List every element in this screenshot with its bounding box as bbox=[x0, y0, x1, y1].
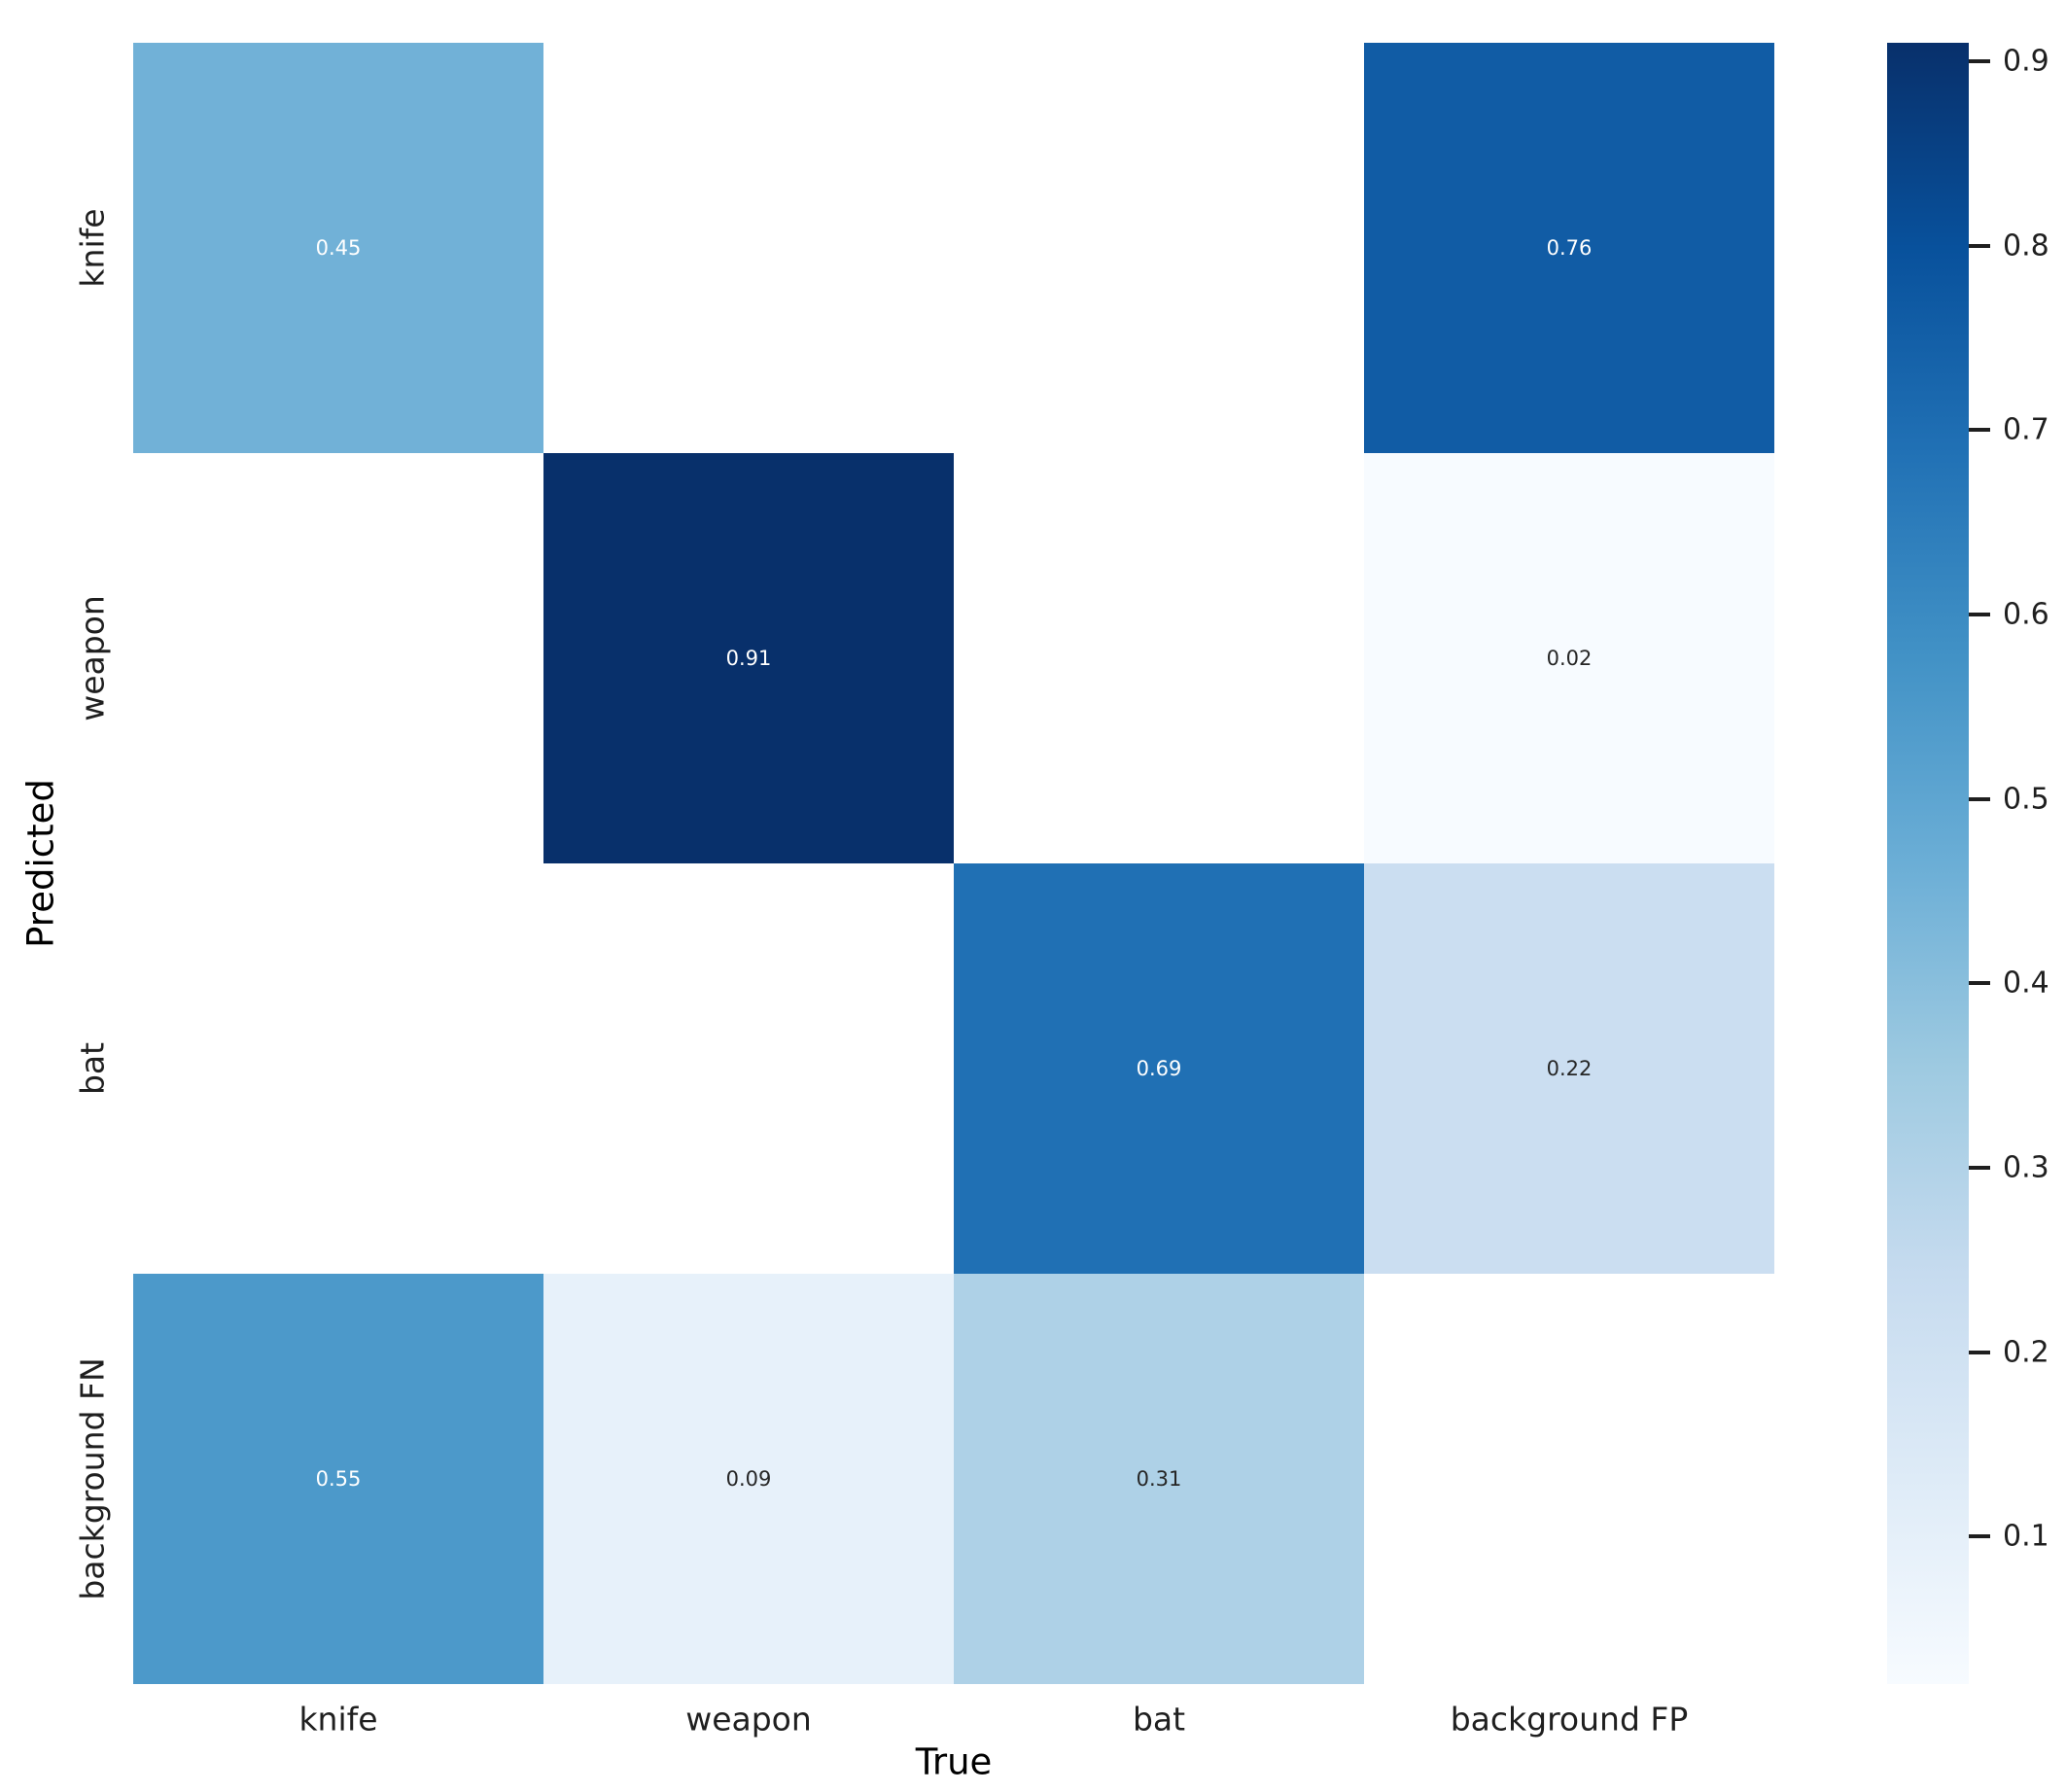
colorbar-tick-label: 0.1 bbox=[2003, 1519, 2049, 1554]
colorbar-tick-mark bbox=[1969, 243, 1990, 248]
heatmap-cell: 0.45 bbox=[133, 43, 543, 453]
x-tick-label: weapon bbox=[685, 1700, 812, 1739]
heatmap-cell: 0.91 bbox=[543, 453, 954, 863]
colorbar-tick-label: 0.5 bbox=[2003, 782, 2049, 817]
y-tick-label: knife bbox=[73, 208, 112, 288]
x-tick-label: knife bbox=[298, 1700, 378, 1739]
heatmap-cell bbox=[1364, 1274, 1774, 1684]
heatmap-cell bbox=[543, 43, 954, 453]
heatmap-cell: 0.55 bbox=[133, 1274, 543, 1684]
colorbar-tick-mark bbox=[1969, 796, 1990, 801]
colorbar-tick-label: 0.8 bbox=[2003, 228, 2049, 264]
heatmap-cell: 0.69 bbox=[954, 863, 1364, 1274]
heatmap-cell: 0.76 bbox=[1364, 43, 1774, 453]
colorbar-tick-label: 0.6 bbox=[2003, 597, 2049, 632]
colorbar-tick-mark bbox=[1969, 612, 1990, 616]
y-axis-title: Predicted bbox=[19, 779, 62, 948]
x-axis-title: True bbox=[915, 1740, 993, 1783]
colorbar-tick-mark bbox=[1969, 981, 1990, 986]
heatmap-cell bbox=[954, 43, 1364, 453]
x-tick-label: bat bbox=[1132, 1700, 1186, 1739]
colorbar-tick-label: 0.9 bbox=[2003, 44, 2049, 79]
y-tick-label: bat bbox=[73, 1041, 112, 1096]
colorbar-tick-mark bbox=[1969, 1350, 1990, 1354]
colorbar-tick-label: 0.2 bbox=[2003, 1335, 2049, 1370]
y-tick-label: weapon bbox=[73, 595, 112, 721]
heatmap-cell: 0.02 bbox=[1364, 453, 1774, 863]
colorbar-tick-label: 0.3 bbox=[2003, 1150, 2049, 1185]
heatmap-cell bbox=[543, 863, 954, 1274]
heatmap-cell: 0.31 bbox=[954, 1274, 1364, 1684]
colorbar-tick-mark bbox=[1969, 428, 1990, 433]
heatmap-cell bbox=[133, 863, 543, 1274]
heatmap: 0.45 0.76 0.91 0.02 0.69 0.22 0.55 0.09 0.31 bbox=[133, 43, 1774, 1684]
heatmap-cell bbox=[954, 453, 1364, 863]
colorbar-tick-label: 0.4 bbox=[2003, 966, 2049, 1001]
heatmap-cell bbox=[133, 453, 543, 863]
x-tick-label: background FP bbox=[1450, 1700, 1689, 1739]
heatmap-cell: 0.22 bbox=[1364, 863, 1774, 1274]
colorbar-tick-label: 0.7 bbox=[2003, 412, 2049, 447]
colorbar bbox=[1887, 43, 1969, 1684]
colorbar-tick-mark bbox=[1969, 58, 1990, 63]
colorbar-tick-mark bbox=[1969, 1534, 1990, 1539]
y-tick-label: background FN bbox=[73, 1357, 112, 1600]
heatmap-cell: 0.09 bbox=[543, 1274, 954, 1684]
colorbar-tick-mark bbox=[1969, 1165, 1990, 1170]
